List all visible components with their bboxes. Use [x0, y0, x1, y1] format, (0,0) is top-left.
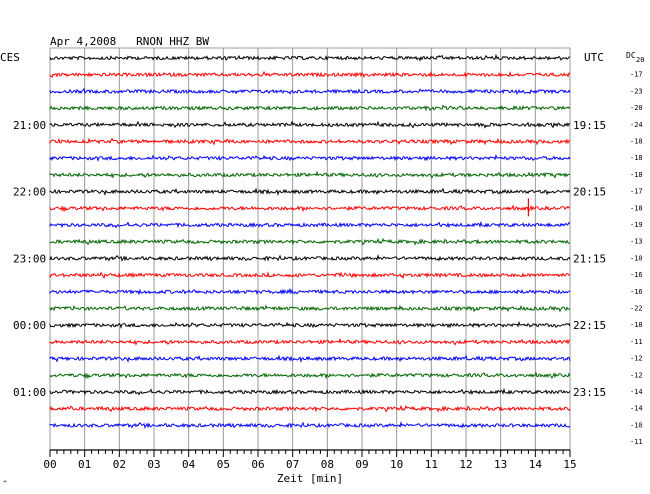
trace-line [49, 320, 571, 330]
trace-line [49, 371, 571, 380]
dc-offset-label: -18 [630, 171, 643, 179]
x-tick-label: 01 [78, 458, 91, 471]
plot-grid [49, 47, 571, 450]
trace-line [49, 104, 571, 112]
x-tick-label: 00 [43, 458, 56, 471]
x-tick-label: 06 [251, 458, 264, 471]
dc-offset-label: -10 [630, 421, 643, 429]
dc-offset-label: -17 [630, 71, 643, 79]
dc-offset-label: -24 [630, 121, 643, 129]
dc-offset-label: -18 [630, 321, 643, 329]
trace-line [49, 237, 570, 246]
trace-line [49, 153, 571, 163]
right-timezone-label: UTC [584, 51, 604, 64]
x-tick-label: 12 [459, 458, 472, 471]
x-tick-label: 02 [113, 458, 126, 471]
dc-offset-label: -12 [630, 371, 643, 379]
left-hour-label: 21:00 [13, 119, 46, 132]
dc-offset-label: -14 [630, 388, 643, 396]
trace-group [49, 53, 571, 429]
dc-offset-label: -16 [630, 271, 643, 279]
x-tick-label: 07 [286, 458, 299, 471]
trace-line [49, 253, 571, 262]
x-tick-label: 09 [355, 458, 368, 471]
dc-offset-label: -16 [630, 288, 643, 296]
offset-header: DC [626, 51, 636, 60]
offset-header-sub: 20 [636, 56, 644, 64]
left-hour-label: 01:00 [13, 386, 46, 399]
x-tick-label: 14 [529, 458, 543, 471]
trace-line [49, 220, 571, 229]
dc-offset-label: -18 [630, 138, 643, 146]
dc-offset-label: -13 [630, 238, 643, 246]
trace-line [49, 387, 571, 396]
label-group: 21:00 22:00 23:00 00:00 01:00 19:15 20:15 21:15… [13, 71, 643, 446]
trace-line [49, 170, 570, 179]
trace-line [49, 70, 571, 79]
trace-line [49, 53, 571, 62]
x-tick-label: 10 [390, 458, 403, 471]
dc-offset-label: -18 [630, 154, 643, 162]
dc-offset-label: -22 [630, 305, 643, 313]
dc-offset-label: -10 [630, 254, 643, 262]
dc-offset-label: -11 [630, 338, 643, 346]
x-tick-label: 04 [182, 458, 196, 471]
trace-line [49, 287, 571, 296]
trace-line [49, 304, 571, 313]
trace-line [49, 204, 571, 213]
chart-title: Apr 4,2008 RNON HHZ BW [50, 35, 209, 48]
trace-line [49, 271, 571, 280]
x-tick-label: 05 [217, 458, 230, 471]
trace-line [49, 404, 571, 413]
x-tick-label: 15 [563, 458, 576, 471]
right-hour-label: 20:15 [573, 186, 606, 199]
trace-line [49, 87, 571, 95]
dc-offset-label: -14 [630, 405, 643, 413]
dc-offset-label: -23 [630, 87, 643, 95]
right-hour-label: 21:15 [573, 252, 606, 265]
time-axis: 00 01 02 03 04 05 06 07 08 09 10 11 12 13 14 15 [43, 449, 577, 471]
x-tick-label: 11 [425, 458, 438, 471]
footer-mark: ^ [3, 480, 7, 488]
dc-offset-label: -17 [630, 188, 643, 196]
x-tick-label: 13 [494, 458, 507, 471]
left-timezone-label: CES [0, 51, 20, 64]
right-hour-label: 23:15 [573, 386, 606, 399]
x-axis-label: Zeit [min] [277, 472, 343, 485]
x-tick-label: 08 [321, 458, 334, 471]
dc-offset-label: -19 [630, 221, 643, 229]
trace-line [49, 354, 571, 364]
trace-line [49, 420, 571, 429]
dc-offset-label: -12 [630, 355, 643, 363]
trace-line [49, 137, 571, 146]
right-hour-label: 22:15 [573, 319, 606, 332]
left-hour-label: 00:00 [13, 319, 46, 332]
dc-offset-label: -20 [630, 104, 643, 112]
trace-line [49, 187, 571, 197]
x-tick-label: 03 [147, 458, 160, 471]
left-hour-label: 22:00 [13, 186, 46, 199]
left-hour-label: 23:00 [13, 252, 46, 265]
trace-line [49, 337, 571, 346]
dc-offset-label: -18 [630, 204, 643, 212]
trace-line [49, 120, 571, 129]
right-hour-label: 19:15 [573, 119, 606, 132]
dc-offset-label: -11 [630, 438, 643, 446]
